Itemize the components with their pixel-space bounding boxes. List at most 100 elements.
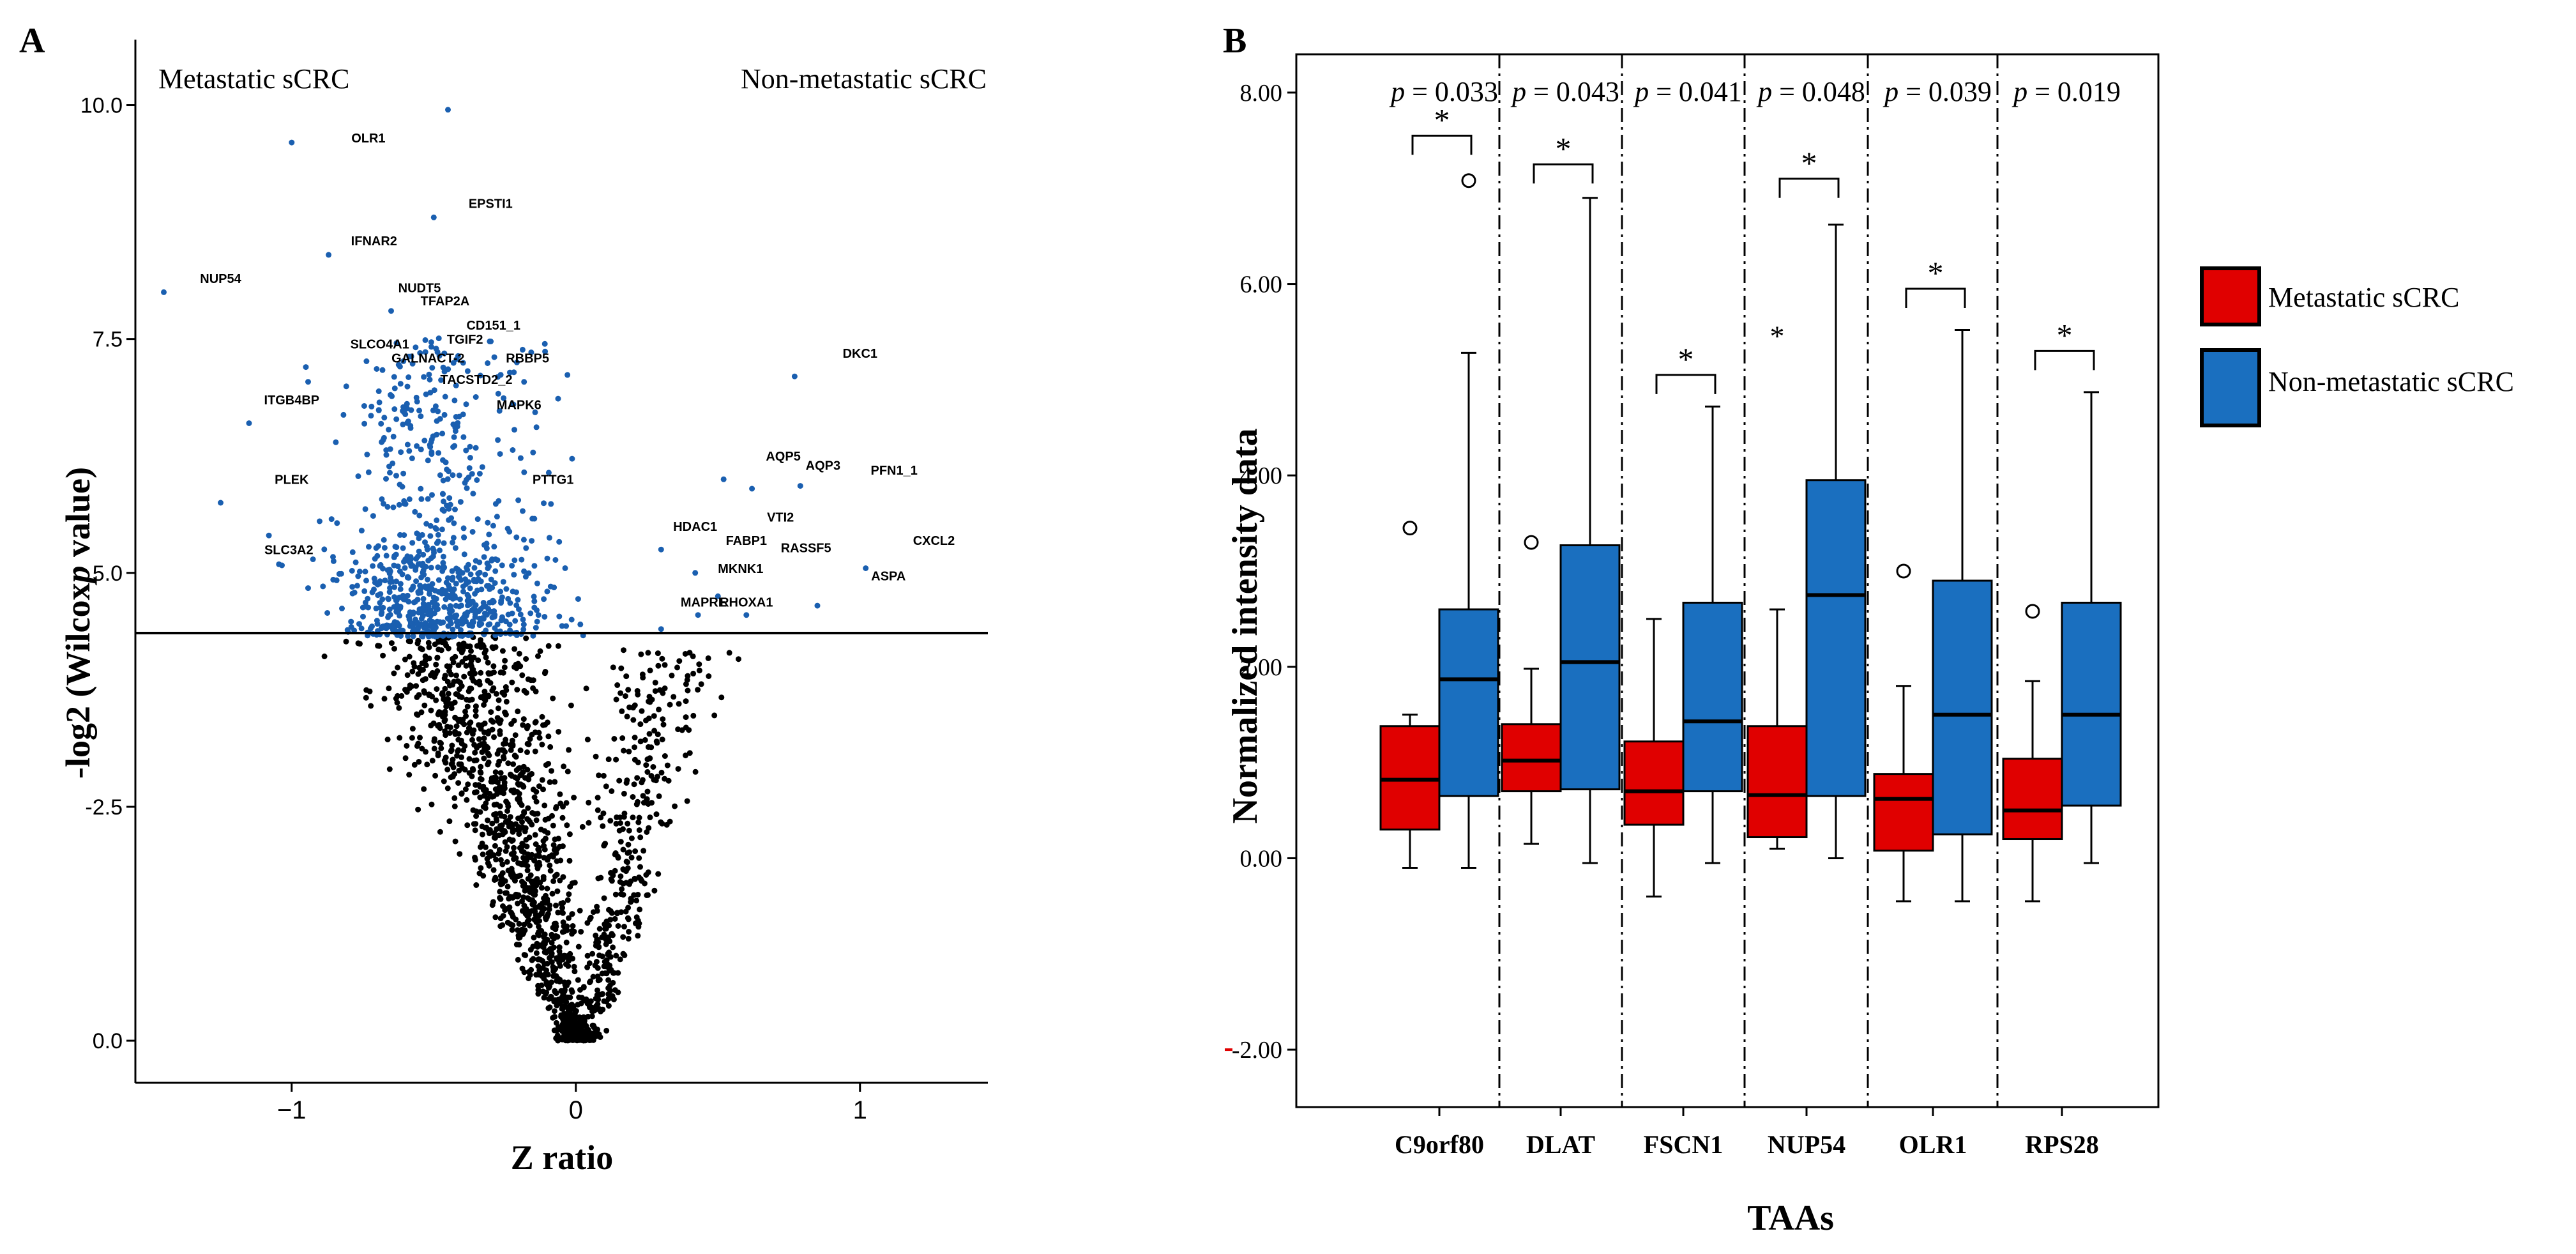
p-value-symbol: p [1883, 76, 1898, 107]
p-value: p = 0.019 [2012, 76, 2121, 107]
y-tick-label: 8.00 [1240, 80, 1283, 107]
data-point [656, 793, 662, 799]
data-point [435, 531, 441, 538]
data-point [584, 952, 591, 959]
data-point [431, 387, 437, 394]
data-point [645, 650, 651, 656]
data-point [413, 683, 420, 689]
data-point [444, 698, 450, 704]
data-point [437, 472, 443, 478]
data-point [360, 613, 366, 620]
data-point [488, 576, 494, 583]
data-point [659, 655, 665, 662]
data-point [455, 716, 461, 723]
data-point [660, 716, 666, 723]
data-point [428, 565, 434, 570]
data-point [620, 951, 626, 957]
data-point [440, 457, 446, 463]
data-point [595, 997, 602, 1003]
data-point [533, 799, 540, 805]
data-point [515, 597, 521, 603]
data-point [451, 633, 458, 639]
data-point [511, 557, 518, 563]
data-point [540, 958, 545, 964]
gene-label: PLEK [275, 473, 309, 487]
data-point [513, 942, 520, 948]
data-point [658, 546, 664, 553]
data-point [378, 420, 384, 427]
data-point [531, 563, 538, 569]
data-point [530, 677, 536, 684]
data-point [492, 843, 498, 849]
data-point [440, 553, 446, 560]
panel-b-frame: -2.00 0.00 2.00 4.00 6.00 8.00 [1225, 53, 2160, 1108]
data-point [559, 929, 566, 935]
data-point [460, 588, 466, 595]
y-axis-label-prefix: -log2 (Wilcox [59, 583, 97, 779]
data-point [606, 967, 612, 974]
data-point [556, 613, 563, 620]
data-point [658, 626, 664, 632]
data-point [660, 721, 667, 728]
data-point [545, 643, 552, 649]
data-point [542, 939, 548, 945]
panel-b-letter: B [1223, 21, 1246, 61]
data-point [483, 654, 489, 661]
data-point [485, 519, 491, 526]
data-point [632, 876, 638, 882]
data-point [609, 878, 615, 884]
data-point [458, 683, 465, 689]
data-point [555, 1037, 561, 1044]
data-point [449, 568, 455, 574]
data-point [556, 539, 563, 545]
data-point [718, 694, 725, 701]
data-point [636, 827, 642, 833]
data-point [381, 537, 387, 543]
data-point [519, 929, 526, 935]
data-point [445, 107, 451, 113]
data-point [406, 654, 413, 660]
data-point [413, 394, 420, 401]
data-point [453, 602, 459, 609]
data-point [380, 437, 386, 443]
data-point [540, 965, 546, 971]
data-point [494, 818, 500, 824]
data-point [431, 746, 437, 752]
data-point [485, 692, 492, 699]
data-point [625, 935, 632, 942]
data-point [441, 757, 448, 763]
data-point [597, 991, 603, 998]
data-point [541, 596, 547, 602]
data-point [640, 848, 647, 854]
data-point [503, 848, 509, 854]
data-point [540, 944, 547, 951]
data-point [510, 894, 517, 901]
data-point [439, 431, 446, 437]
data-point [502, 657, 508, 664]
box-non-metastatic [1805, 479, 1867, 797]
data-point [393, 608, 400, 615]
data-point [544, 960, 550, 967]
data-point [570, 956, 575, 962]
data-point [425, 602, 432, 608]
data-point [414, 694, 420, 700]
data-point [443, 732, 449, 738]
data-point [523, 689, 529, 696]
data-point [442, 394, 448, 400]
data-point [469, 696, 475, 703]
data-point [455, 780, 462, 786]
data-point [566, 915, 572, 921]
data-point [561, 1011, 568, 1018]
data-point [466, 721, 473, 727]
data-point [568, 1026, 574, 1032]
data-point [547, 955, 552, 961]
data-point [686, 750, 693, 756]
data-point [464, 643, 471, 650]
data-point [674, 664, 680, 671]
data-point [676, 701, 682, 707]
data-point [422, 539, 428, 546]
data-point [643, 717, 649, 724]
data-point [428, 801, 435, 807]
data-point [490, 777, 496, 783]
data-point [653, 738, 660, 745]
